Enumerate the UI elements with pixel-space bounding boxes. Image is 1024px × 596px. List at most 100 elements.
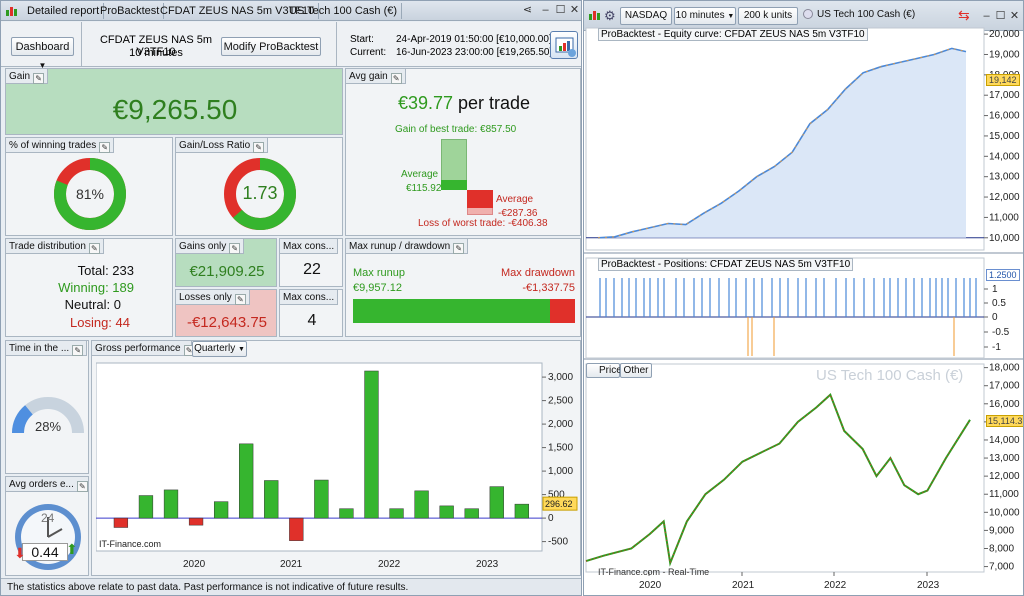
max-cons-wins-panel: Max cons... 22	[279, 238, 343, 287]
y-tick-label: 0.5	[992, 298, 1006, 309]
y-tick-label: -0.5	[992, 327, 1010, 338]
arrow-down-icon: ⬇	[14, 545, 26, 561]
gains-only-header: Gains only ✎	[176, 239, 245, 254]
tab-detailed-report[interactable]: Detailed report	[23, 3, 105, 19]
wrench-icon[interactable]: ✎	[72, 345, 84, 356]
time-in-market-label: Time in the ...	[9, 343, 70, 354]
avg-loss-box	[467, 190, 493, 208]
chart-window: ⚙ NASDAQ ▼ 10 minutes ▼ 200 k units ▼ US…	[583, 0, 1024, 596]
wrench-icon[interactable]: ✎	[76, 481, 88, 492]
y-tick-label: 11,000	[989, 489, 1019, 500]
y-tick-label: 15,000	[989, 131, 1020, 142]
timeframe-dropdown[interactable]: 10 minutes ▼	[674, 7, 736, 25]
x-tick-label: 2020	[183, 559, 206, 570]
bar	[514, 503, 529, 519]
wrench-icon[interactable]: ✎	[253, 142, 265, 153]
modify-probacktest-button[interactable]: Modify ProBacktest	[221, 37, 321, 56]
positions-plot-area	[585, 257, 985, 359]
y-tick-label: 14,000	[989, 151, 1020, 162]
close-icon[interactable]: ✕	[1009, 10, 1020, 22]
x-tick-label: 2022	[378, 559, 401, 570]
share-icon[interactable]: ⋖	[522, 4, 533, 16]
x-tick-label: 2023	[476, 559, 499, 570]
runup-drawdown-header: Max runup / drawdown ✎	[346, 239, 469, 254]
trade-losing: Losing: 44	[70, 315, 130, 330]
price-watermark: US Tech 100 Cash (€)	[816, 367, 964, 384]
period-label: Quarterly	[194, 343, 236, 354]
losses-only-header: Losses only ✎	[176, 290, 250, 305]
gains-only-panel: Gains only ✎ €21,909.25	[175, 238, 277, 287]
arrow-up-icon: ⬆	[66, 541, 78, 557]
avg-loss-label: Average	[496, 194, 534, 205]
losses-only-value: -€12,643.75	[186, 314, 268, 331]
y-tick-label: 1,500	[548, 443, 573, 454]
wrench-icon[interactable]: ✎	[33, 73, 45, 84]
y-tick-label: 16,000	[989, 111, 1020, 122]
minimize-icon[interactable]: –	[542, 4, 549, 16]
y-tick-label: 2,000	[548, 419, 573, 430]
winning-trades-panel: % of winning trades ✎ 81%	[5, 137, 173, 236]
y-tick-label: 9,000	[989, 525, 1014, 536]
positions-last-value: 1.2500	[986, 269, 1020, 281]
price-line	[585, 392, 971, 567]
max-drawdown-value: -€1,337.75	[522, 282, 575, 294]
time-in-market-header: Time in the ... ✎	[6, 341, 88, 356]
other-tab[interactable]: Other	[620, 363, 652, 378]
price-tab[interactable]: Price	[586, 363, 622, 378]
avg-orders-header: Avg orders e... ✎	[6, 477, 88, 492]
dashboard-dropdown[interactable]: Dashboard ▼	[11, 37, 74, 70]
worst-trade-label: Loss of worst trade: -€406.38	[418, 218, 548, 229]
wrench-icon[interactable]: ✎	[390, 73, 402, 84]
exchange-dropdown[interactable]: NASDAQ ▼	[620, 7, 672, 36]
report-config-icon[interactable]	[550, 31, 578, 59]
units-dropdown[interactable]: 200 k units ▼	[738, 7, 798, 36]
tab-instrument[interactable]: US Tech 100 Cash (€)	[285, 3, 403, 19]
bar	[314, 479, 329, 519]
time-in-market-value: 28%	[34, 419, 62, 434]
positions-pane: 1 0.5 0 -0.5 -1 ProBacktest - Positions: CFD…	[584, 256, 1023, 360]
wrench-icon[interactable]: ✎	[88, 243, 100, 254]
ratio-donut	[224, 158, 296, 230]
x-tick-label: 2021	[280, 559, 303, 570]
trade-distribution-panel: Trade distribution ✎ Total: 233 Winning: …	[5, 238, 173, 337]
positions-chart: 1 0.5 0 -0.5 -1	[585, 257, 1010, 359]
settings-icon[interactable]: ⚙	[604, 8, 616, 23]
minimize-icon[interactable]: –	[983, 10, 990, 22]
trade-winning: Winning: 189	[58, 280, 134, 295]
maximize-icon[interactable]: ☐	[555, 4, 566, 16]
equity-chart: 10,000 11,000 12,000 13,000 14,000 15,000 16,0…	[585, 27, 1020, 251]
losses-only-label: Losses only	[179, 292, 232, 303]
avg-gain-header: Avg gain ✎	[346, 69, 406, 84]
maximize-icon[interactable]: ☐	[995, 10, 1006, 22]
wrench-icon[interactable]: ✎	[234, 294, 246, 305]
y-tick-label: 3,000	[548, 372, 573, 383]
strategy-timeframe: 10 minutes	[129, 47, 183, 59]
refresh-icon[interactable]: ⇆	[958, 7, 970, 23]
max-runup-value: €9,957.12	[353, 282, 402, 294]
y-tick-label: 12,000	[989, 192, 1020, 203]
gross-performance-chart: -500 0 500 1,000 1,500 2,000 2,500 3,000 2020 202…	[96, 362, 578, 570]
timeframe-label: 10 minutes	[675, 10, 725, 21]
y-tick-label: 13,000	[989, 453, 1020, 464]
gains-only-value: €21,909.25	[189, 263, 265, 280]
winning-trades-header: % of winning trades ✎	[6, 138, 115, 153]
wrench-icon[interactable]: ✎	[99, 142, 111, 153]
tab-probacktest[interactable]: ProBacktest	[96, 3, 165, 19]
gain-loss-ratio-header: Gain/Loss Ratio ✎	[176, 138, 269, 153]
header-divider	[81, 22, 82, 67]
x-tick-label: 2023	[917, 580, 940, 591]
start-value: 24-Apr-2019 01:50:00 [€10,000.00]	[396, 34, 552, 45]
equity-pane: 10,000 11,000 12,000 13,000 14,000 15,000 16,0…	[584, 26, 1023, 254]
bar	[464, 508, 479, 519]
y-tick-label: 1	[992, 284, 998, 295]
close-icon[interactable]: ✕	[569, 4, 580, 16]
period-dropdown[interactable]: Quarterly ▼	[192, 341, 247, 357]
price-source: IT-Finance.com - Real-Time	[598, 567, 710, 577]
tab-strategy[interactable]: CFDAT ZEUS NAS 5m V3TF10	[156, 3, 320, 19]
footer-disclaimer: The statistics above relate to past data…	[7, 582, 409, 593]
gain-header: Gain ✎	[6, 69, 49, 84]
y-tick-label: 1,000	[548, 466, 573, 477]
wrench-icon[interactable]: ✎	[453, 243, 465, 254]
wrench-icon[interactable]: ✎	[229, 243, 241, 254]
instrument-label: US Tech 100 Cash (€)	[817, 9, 916, 20]
